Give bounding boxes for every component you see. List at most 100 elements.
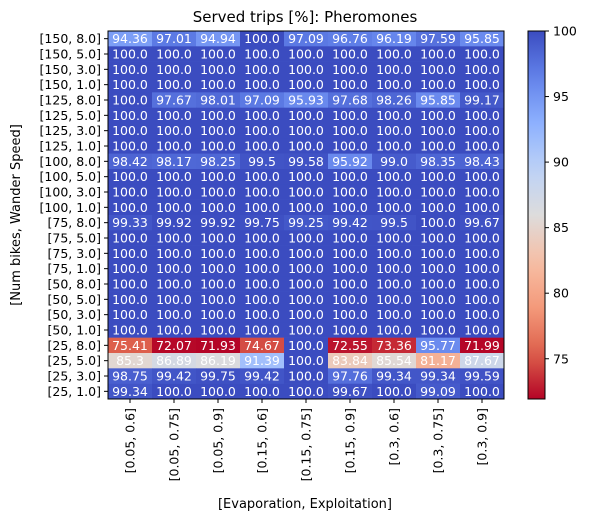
cell-value-label: 100.0 xyxy=(200,123,236,138)
heatmap-cell xyxy=(372,307,417,323)
heatmap-cell xyxy=(460,46,505,62)
heatmap-cell xyxy=(240,169,285,185)
cell-value-label: 100.0 xyxy=(288,123,324,138)
heatmap-cell xyxy=(416,31,461,47)
heatmap-cell xyxy=(108,230,153,246)
heatmap-cell xyxy=(460,123,505,139)
cell-value-label: 100.0 xyxy=(156,123,192,138)
x-tick-label: [0.3, 0.6] xyxy=(387,408,402,465)
heatmap-cell xyxy=(460,153,505,170)
cell-value-label: 100.0 xyxy=(464,139,500,154)
cell-value-label: 99.25 xyxy=(288,215,324,230)
heatmap-cell xyxy=(196,77,241,93)
colorbar-tick-label: 95 xyxy=(553,89,569,104)
heatmap-cell xyxy=(284,77,329,93)
cell-value-label: 95.77 xyxy=(420,338,456,353)
x-tick-label: [0.15, 0.6] xyxy=(255,408,270,473)
heatmap-cell xyxy=(328,199,373,216)
y-tick-label: [150, 1.0] xyxy=(40,77,101,92)
y-tick-label: [100, 1.0] xyxy=(40,200,101,215)
heatmap-cell xyxy=(240,107,285,124)
heatmap-cell xyxy=(372,230,417,246)
heatmap-cell xyxy=(372,291,417,308)
cell-value-label: 100.0 xyxy=(332,47,368,62)
cell-value-label: 100.0 xyxy=(112,62,148,77)
heatmap-cell xyxy=(372,123,417,139)
cell-value-label: 100.0 xyxy=(420,77,456,92)
cell-value-label: 97.76 xyxy=(332,369,368,384)
y-tick-label: [25, 8.0] xyxy=(48,338,102,353)
cell-value-label: 100.0 xyxy=(244,307,280,322)
cell-value-label: 96.76 xyxy=(332,31,368,46)
cell-value-label: 100.0 xyxy=(464,77,500,92)
heatmap-cell xyxy=(372,322,417,338)
heatmap-cell xyxy=(152,215,197,231)
heatmap-cell xyxy=(460,169,505,185)
cell-value-label: 100.0 xyxy=(288,384,324,399)
heatmap-cell xyxy=(108,46,153,62)
cell-value-label: 98.43 xyxy=(464,154,500,169)
cell-value-label: 95.92 xyxy=(332,154,368,169)
heatmap-cell xyxy=(196,230,241,246)
cell-value-label: 100.0 xyxy=(244,139,280,154)
heatmap-cell xyxy=(152,230,197,246)
cell-value-label: 100.0 xyxy=(244,261,280,276)
cell-value-label: 100.0 xyxy=(200,307,236,322)
heatmap-cell xyxy=(372,215,417,231)
cell-value-label: 99.59 xyxy=(464,369,500,384)
cell-value-label: 100.0 xyxy=(376,185,412,200)
y-tick-label: [50, 5.0] xyxy=(48,292,102,307)
cell-value-label: 100.0 xyxy=(332,169,368,184)
cell-value-label: 100.0 xyxy=(376,123,412,138)
heatmap-cell xyxy=(240,230,285,246)
heatmap-cell xyxy=(460,77,505,93)
cell-value-label: 99.17 xyxy=(464,93,500,108)
cell-value-label: 71.99 xyxy=(464,338,500,353)
heatmap-cell xyxy=(240,322,285,338)
cell-value-label: 100.0 xyxy=(244,277,280,292)
cell-value-label: 100.0 xyxy=(112,47,148,62)
heatmap-cell xyxy=(108,92,153,108)
y-tick-label: [25, 5.0] xyxy=(48,353,102,368)
y-axis-ticks: [150, 8.0][150, 5.0][150, 3.0][150, 1.0]… xyxy=(40,31,108,399)
heatmap-cell xyxy=(152,307,197,323)
cell-value-label: 85.54 xyxy=(376,353,412,368)
cell-value-label: 98.25 xyxy=(200,154,236,169)
cell-value-label: 100.0 xyxy=(464,62,500,77)
y-tick-label: [50, 8.0] xyxy=(48,277,102,292)
heatmap-cell xyxy=(460,322,505,338)
cell-value-label: 99.58 xyxy=(288,154,324,169)
cell-value-label: 100.0 xyxy=(244,231,280,246)
heatmap-cell xyxy=(152,199,197,216)
x-tick-label: [0.15, 0.9] xyxy=(343,408,358,473)
cell-value-label: 100.0 xyxy=(200,77,236,92)
cell-value-label: 74.67 xyxy=(244,338,280,353)
y-tick-label: [100, 3.0] xyxy=(40,185,101,200)
heatmap-cell xyxy=(240,261,285,277)
cell-value-label: 100.0 xyxy=(200,169,236,184)
heatmap-cell xyxy=(240,368,285,384)
heatmap-cell xyxy=(196,46,241,62)
cell-value-label: 99.75 xyxy=(200,369,236,384)
heatmap-cell xyxy=(152,107,197,124)
heatmap-cell xyxy=(108,61,153,78)
heatmap-cell xyxy=(328,61,373,78)
heatmap-cell xyxy=(460,92,505,108)
cell-value-label: 100.0 xyxy=(420,169,456,184)
heatmap-cell xyxy=(460,138,505,154)
heatmap-cell xyxy=(196,31,241,47)
heatmap-cell xyxy=(460,215,505,231)
y-tick-label: [75, 5.0] xyxy=(48,231,102,246)
cell-value-label: 100.0 xyxy=(288,108,324,123)
heatmap-cell xyxy=(240,77,285,93)
cell-value-label: 100.0 xyxy=(464,108,500,123)
heatmap-cell xyxy=(240,46,285,62)
cell-value-label: 85.3 xyxy=(116,353,144,368)
cell-value-label: 100.0 xyxy=(464,277,500,292)
cell-value-label: 73.36 xyxy=(376,338,412,353)
cell-value-label: 100.0 xyxy=(244,169,280,184)
cell-value-label: 100.0 xyxy=(112,307,148,322)
cell-value-label: 100.0 xyxy=(156,47,192,62)
cell-value-label: 99.33 xyxy=(112,215,148,230)
heatmap-cell xyxy=(196,107,241,124)
